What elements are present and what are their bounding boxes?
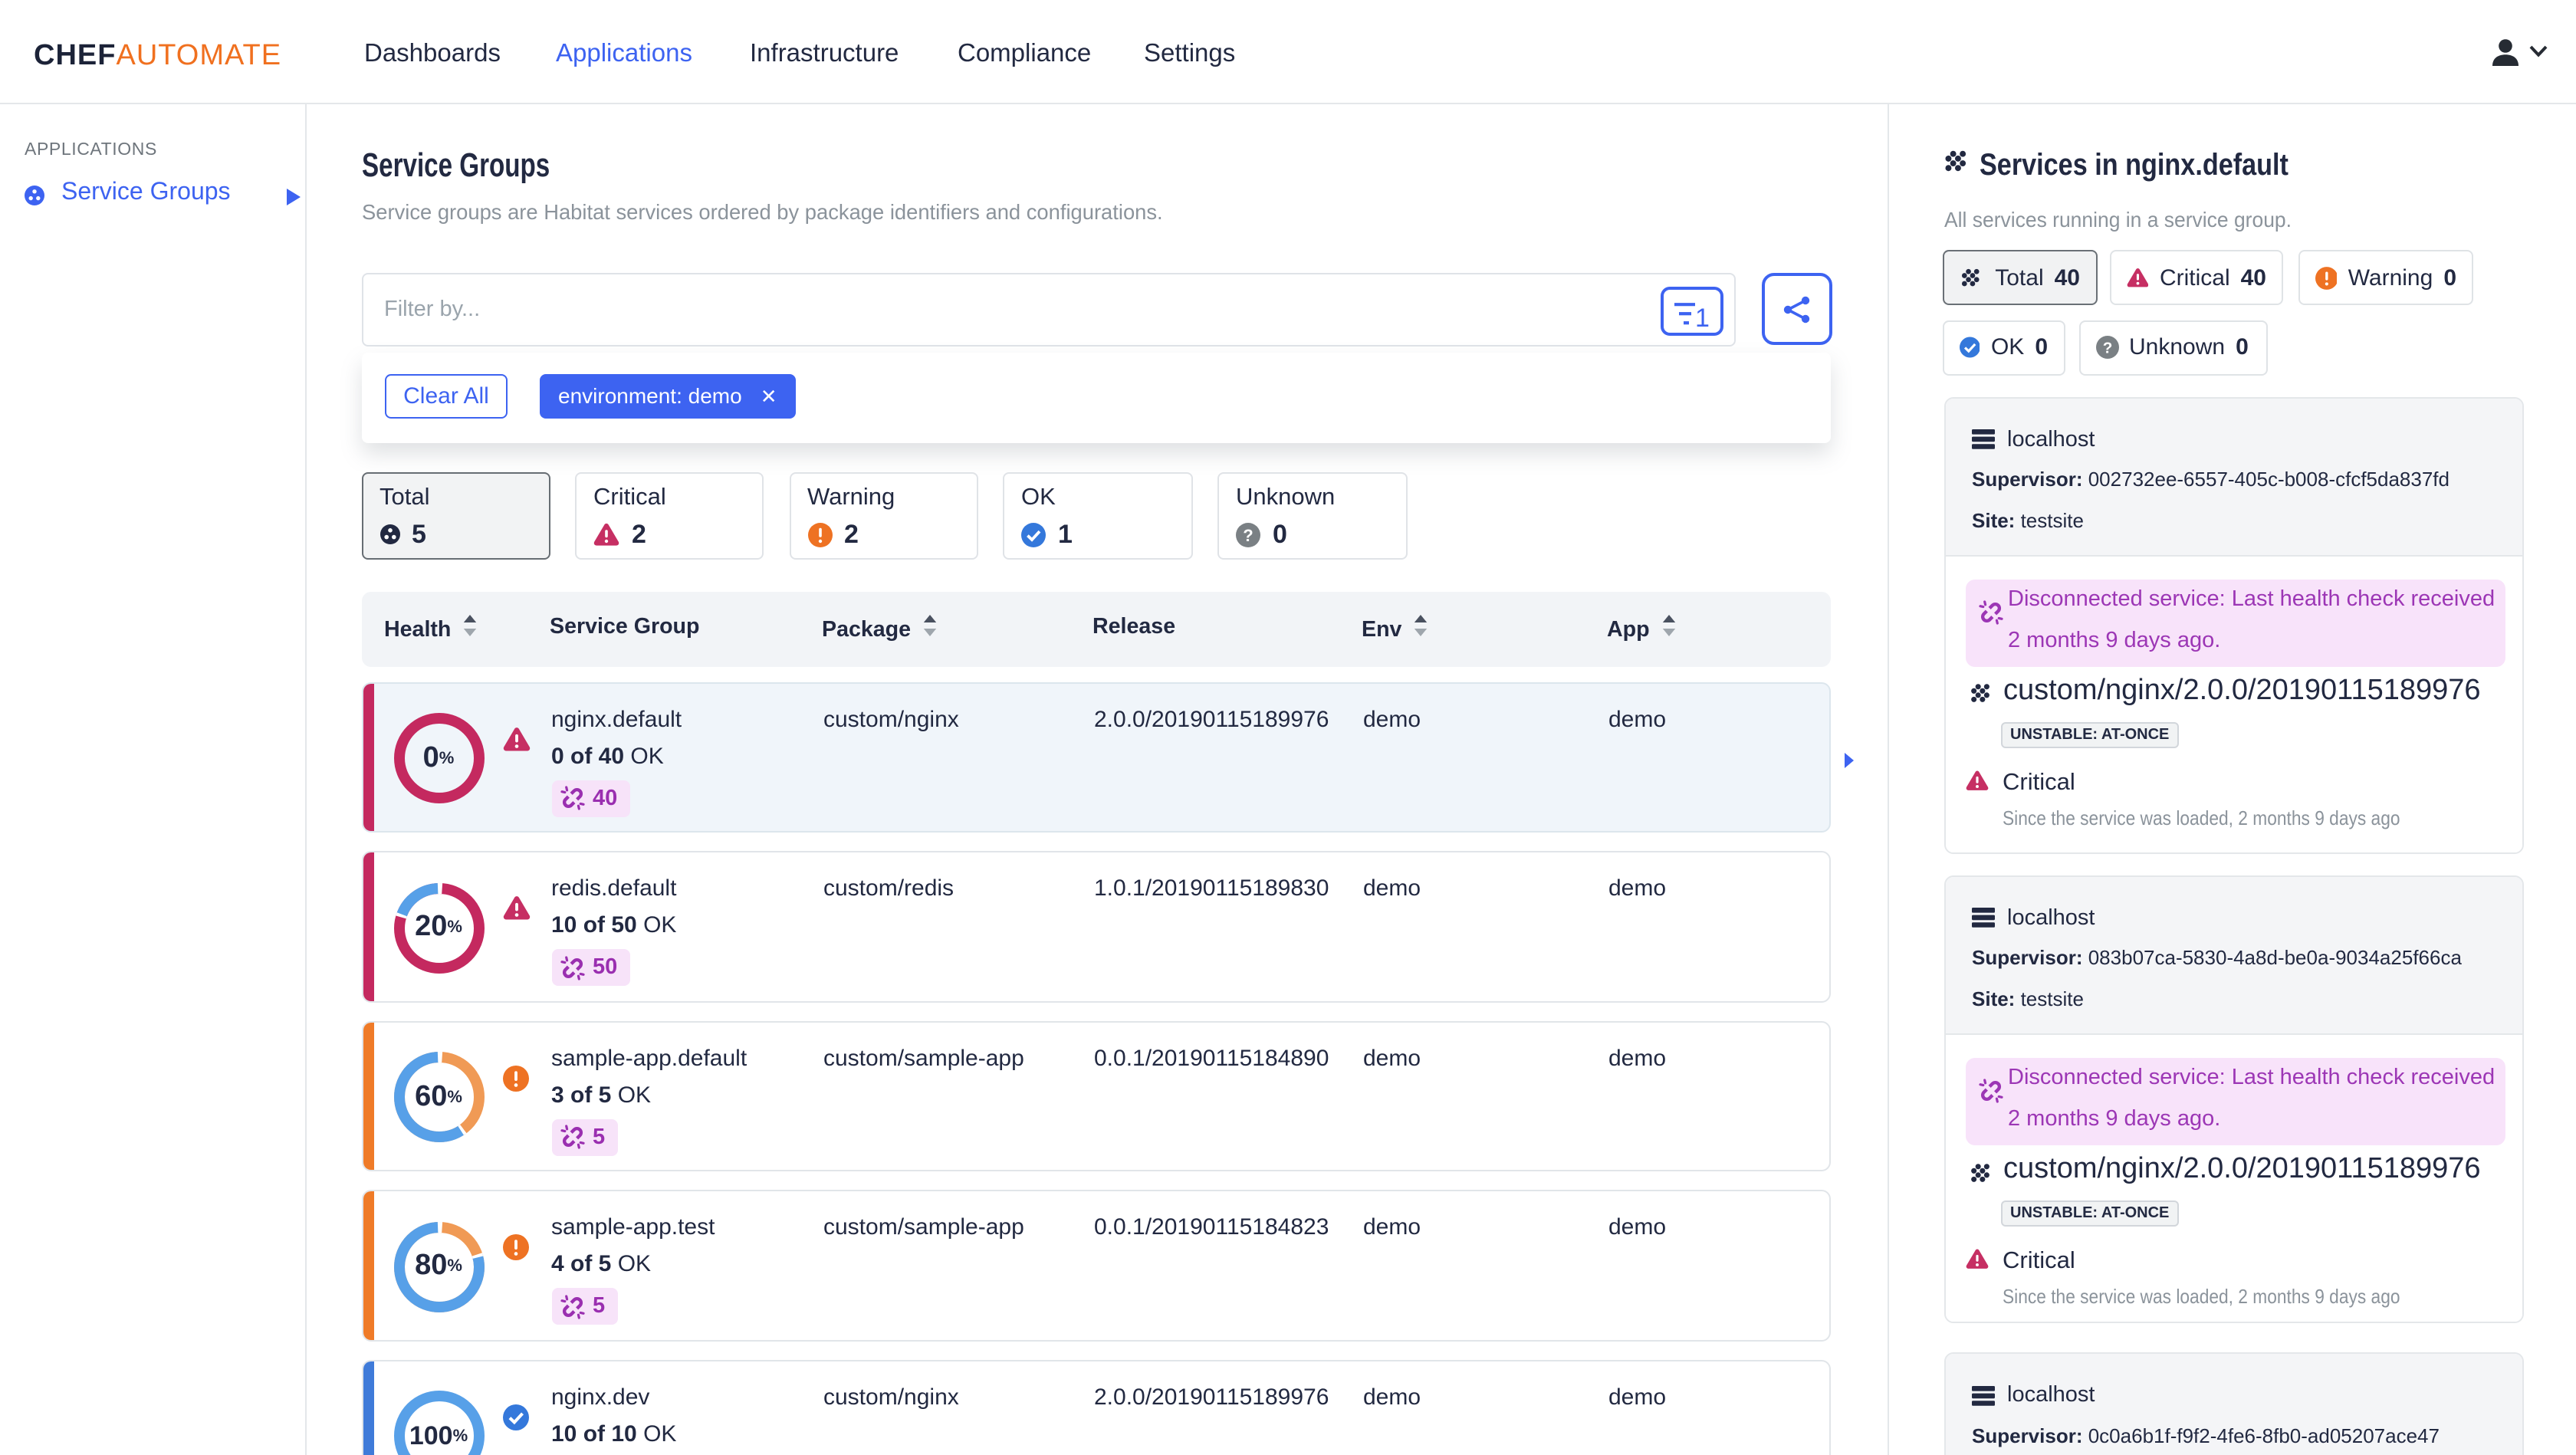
svg-text:?: ? xyxy=(2102,340,2112,357)
svg-text:1: 1 xyxy=(1694,304,1709,328)
svg-text:?: ? xyxy=(1243,525,1253,544)
